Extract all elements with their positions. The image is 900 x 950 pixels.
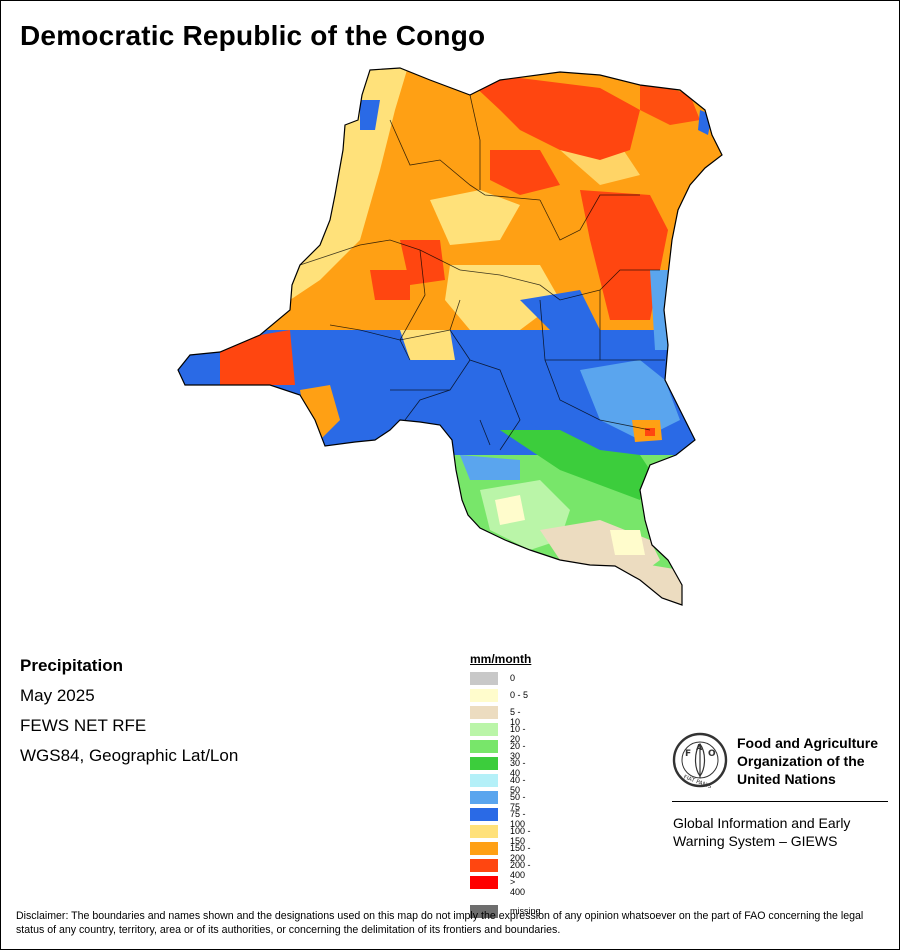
legend: mm/month 0 0 - 5 5 - 10 10 - 20 20 - 30 30 - … <box>470 652 532 897</box>
disclaimer: Disclaimer: The boundaries and names sho… <box>16 910 864 936</box>
legend-swatch <box>470 723 498 736</box>
legend-item: 100 - 150 <box>470 823 531 846</box>
legend-item: 75 - 100 <box>470 806 531 829</box>
legend-label: 50 - 75 <box>510 792 526 812</box>
map-title: Democratic Republic of the Congo <box>20 20 486 51</box>
legend-label: 5 - 10 <box>510 707 521 727</box>
legend-swatch <box>470 672 498 685</box>
legend-swatch <box>470 774 498 787</box>
legend-swatch <box>470 859 498 872</box>
legend-item: 40 - 50 <box>470 772 531 795</box>
legend-label: 75 - 100 <box>510 809 526 829</box>
legend-label: 0 <box>510 673 516 683</box>
giews-label: Global Information and Early Warning Sys… <box>673 814 850 850</box>
source-label: FEWS NET RFE <box>20 716 147 735</box>
legend-label: 150 - 200 <box>510 843 531 863</box>
logo-divider <box>672 801 888 802</box>
org-line-1: Food and Agriculture <box>737 735 879 751</box>
legend-label-missing: missing <box>510 906 541 916</box>
fao-emblem-icon: F A O FIAT PANIS <box>672 732 728 790</box>
giews-line-1: Global Information and Early <box>673 815 851 831</box>
legend-swatch <box>470 706 498 719</box>
legend-item: 5 - 10 <box>470 704 531 727</box>
precipitation-map <box>177 67 723 606</box>
legend-label: 20 - 30 <box>510 741 526 761</box>
fao-logo: F A O FIAT PANIS <box>672 732 728 790</box>
legend-label: 200 - 400 <box>510 860 531 880</box>
legend-swatch <box>470 791 498 804</box>
org-line-2: Organization of the <box>737 753 865 769</box>
legend-label: > 400 <box>510 877 526 897</box>
legend-swatch <box>470 808 498 821</box>
variable-label: Precipitation <box>20 656 123 675</box>
legend-item: 0 - 5 <box>470 687 531 704</box>
logo-letter-o: O <box>708 749 716 759</box>
legend-item: 0 <box>470 670 531 687</box>
logo-letter-a: A <box>696 743 703 752</box>
organization-name: Food and Agriculture Organization of the… <box>737 734 878 788</box>
legend-item: 10 - 20 <box>470 721 531 744</box>
legend-swatch <box>470 825 498 838</box>
legend-title: mm/month <box>470 652 532 666</box>
org-line-3: United Nations <box>737 771 836 787</box>
legend-label: 0 - 5 <box>510 690 529 700</box>
legend-item: 150 - 200 <box>470 840 531 863</box>
legend-swatch <box>470 740 498 753</box>
legend-swatch <box>470 842 498 855</box>
legend-swatch <box>470 757 498 770</box>
legend-label: 40 - 50 <box>510 775 526 795</box>
legend-label: 10 - 20 <box>510 724 526 744</box>
projection-label: WGS84, Geographic Lat/Lon <box>20 746 239 765</box>
map-info: Precipitation May 2025 FEWS NET RFE WGS8… <box>20 656 238 776</box>
period-label: May 2025 <box>20 686 95 705</box>
legend-item: 200 - 400 <box>470 857 531 880</box>
legend-label: 100 - 150 <box>510 826 531 846</box>
legend-swatch <box>470 876 498 889</box>
legend-label: 30 - 40 <box>510 758 526 778</box>
legend-swatch <box>470 689 498 702</box>
legend-item: 50 - 75 <box>470 789 531 812</box>
legend-item: 20 - 30 <box>470 738 531 761</box>
legend-item: > 400 <box>470 874 531 897</box>
legend-swatch-missing <box>470 905 498 918</box>
giews-line-2: Warning System – GIEWS <box>673 833 838 849</box>
logo-letter-f: F <box>685 749 691 759</box>
legend-item: 30 - 40 <box>470 755 531 778</box>
